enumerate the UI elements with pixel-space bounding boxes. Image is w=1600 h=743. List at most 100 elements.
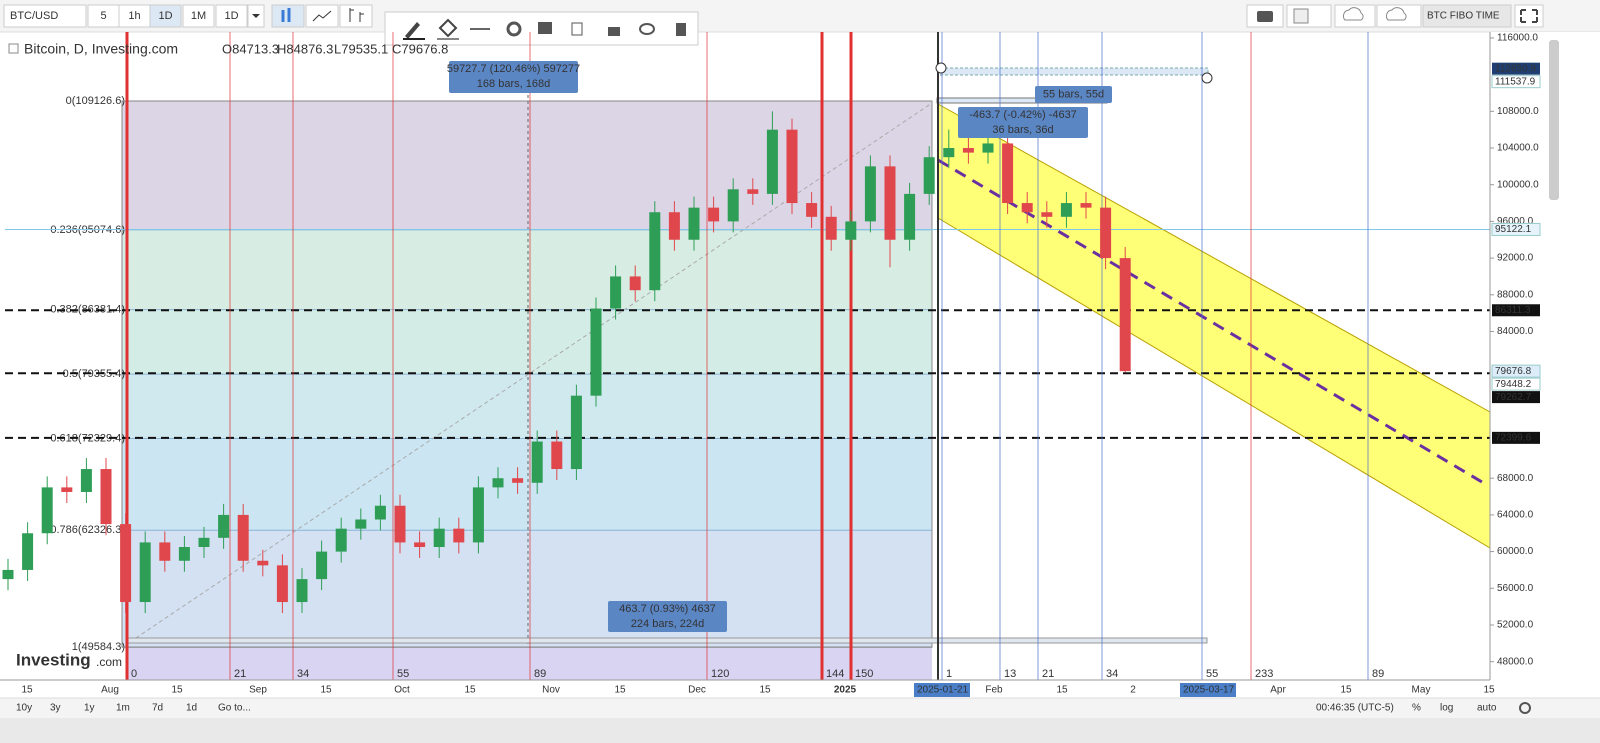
range-button[interactable]: 7d (152, 703, 163, 714)
candle-body (1041, 212, 1053, 217)
interval-label[interactable]: 5 (100, 10, 106, 22)
price-tag-label: 111537.9 (1495, 76, 1536, 87)
symbol-box[interactable] (3, 4, 87, 28)
interval-button[interactable] (182, 4, 215, 28)
y-tick-label: 68000.0 (1497, 473, 1534, 484)
fib-time-label: 144 (826, 668, 844, 680)
price-tag-label: 79262.7 (1495, 392, 1532, 403)
y-tick-label: 64000.0 (1497, 510, 1534, 521)
fib-band (122, 229, 932, 310)
settings-icon[interactable] (506, 21, 522, 37)
candle-body (257, 560, 269, 566)
scale-option[interactable]: auto (1477, 703, 1497, 714)
fib-level-label: 1(49584.3) (72, 641, 125, 653)
range-button[interactable]: 1y (84, 703, 95, 714)
logo-suffix: .com (96, 655, 122, 669)
price-tag-label: 79448.2 (1495, 379, 1532, 390)
y-tick-label: 52000.0 (1497, 620, 1534, 631)
interval-label[interactable]: 1D (224, 10, 238, 22)
clone-icon[interactable] (571, 22, 583, 36)
interval-label[interactable]: 1h (128, 10, 140, 22)
range-button[interactable]: 1m (116, 703, 130, 714)
legend-low: L79535.1 (334, 41, 388, 56)
legend-toggle[interactable] (8, 43, 19, 54)
footer-settings-icon[interactable] (1519, 702, 1531, 714)
candle-body (218, 514, 230, 538)
price-tag-label: 95122.1 (1495, 224, 1532, 235)
candle-body (845, 221, 857, 240)
candle-body (1100, 207, 1112, 259)
candle-body (335, 528, 347, 552)
fib-level-label: 0.786(62326.3) (50, 524, 125, 536)
visibility-icon[interactable] (639, 23, 655, 35)
measure-label: 463.7 (0.93%) 4637 (619, 603, 716, 615)
symbol[interactable]: BTC/USD (10, 10, 58, 22)
price-tag (1491, 222, 1541, 236)
candle-body (198, 537, 210, 548)
fullscreen-button[interactable] (1514, 4, 1544, 28)
candle-body (668, 212, 680, 240)
candle-body (786, 129, 798, 204)
lock-icon[interactable] (608, 27, 620, 36)
fib-time-label: 0 (131, 668, 137, 680)
measure-label-box (1035, 86, 1112, 103)
candle-body (590, 308, 602, 396)
scrollbar[interactable] (1549, 40, 1559, 200)
scale-option[interactable]: log (1440, 703, 1453, 714)
fib-band (122, 309, 932, 375)
camera-icon (1257, 11, 1273, 22)
candle-body (962, 148, 974, 153)
logo-brand: Investing (16, 650, 91, 669)
price-tag (1491, 364, 1541, 378)
fib-time-label: 233 (1255, 668, 1273, 680)
y-tick-label: 84000.0 (1497, 326, 1534, 337)
load-button[interactable] (1334, 4, 1376, 28)
candle-body (316, 551, 328, 580)
scale-option[interactable]: % (1412, 703, 1421, 714)
fib-time-label: 34 (1106, 668, 1118, 680)
price-tag-label: 112650.9 (1495, 63, 1536, 74)
save-button[interactable] (1376, 4, 1422, 28)
candle-body (629, 276, 641, 291)
y-tick-label: 116000.0 (1497, 33, 1538, 44)
x-tick-label: 15 (1340, 685, 1352, 696)
range-button[interactable]: 10y (16, 703, 32, 714)
delete-icon[interactable] (676, 23, 686, 36)
template-name[interactable]: BTC FIBO TIME (1427, 11, 1500, 22)
fill-icon[interactable] (438, 18, 458, 38)
candle-body (22, 533, 34, 570)
price-tag (1491, 75, 1541, 89)
template-box[interactable] (1422, 4, 1512, 28)
x-tick-label: Nov (542, 685, 560, 696)
range-button[interactable]: 3y (50, 703, 61, 714)
compare-button[interactable] (339, 4, 373, 28)
measure-label: 55 bars, 55d (1043, 88, 1104, 100)
candle-body (296, 579, 308, 603)
range-button[interactable]: Go to... (218, 703, 251, 714)
fib-time-label: 13 (1004, 668, 1016, 680)
toolbar (0, 0, 1600, 32)
candle-body (178, 547, 190, 561)
measure-label-box (449, 61, 578, 93)
x-tick-label: 2025 (834, 685, 857, 696)
candle-body (982, 143, 994, 153)
interval-label[interactable]: 1D (158, 10, 172, 22)
indicator-button[interactable] (305, 4, 339, 28)
handle (1201, 72, 1213, 84)
fib-time-label: 1 (946, 668, 952, 680)
candle-body (649, 212, 661, 291)
clock: 00:46:35 (UTC-5) (1316, 703, 1394, 714)
candle-body (1119, 258, 1131, 372)
pen-icon[interactable] (405, 22, 420, 39)
interval-label[interactable]: 1M (191, 10, 206, 22)
interval-button[interactable] (215, 4, 248, 28)
candle-body (806, 203, 818, 217)
measure-label-box (958, 107, 1088, 138)
interval-button[interactable] (149, 4, 182, 28)
measure-label-box (608, 601, 727, 632)
y-tick-label: 92000.0 (1497, 253, 1534, 264)
channel-median (937, 158, 1483, 484)
layer-icon[interactable] (538, 22, 552, 34)
candle-body (1021, 203, 1033, 213)
range-button[interactable]: 1d (186, 703, 197, 714)
